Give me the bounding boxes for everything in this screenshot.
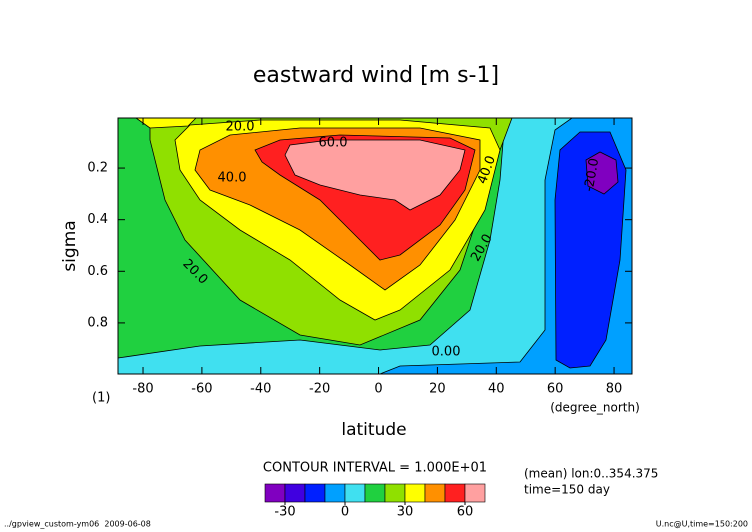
colorbar-tick-label: -30 — [274, 505, 295, 520]
plot-frame — [117, 117, 633, 375]
y-tick-label: 0.6 — [87, 264, 108, 279]
x-tick-label: 60 — [547, 382, 564, 397]
colorbar-bin — [444, 483, 466, 503]
contour-label: 0.00 — [432, 345, 461, 360]
colorbar-bin — [404, 483, 426, 503]
chart-title: eastward wind [m s-1] — [253, 63, 499, 88]
colorbar-bin — [364, 483, 386, 503]
footer-right: U.nc@U,time=150:200 — [656, 520, 748, 529]
x-tick-label: -20 — [309, 382, 330, 397]
x-tick-label: -60 — [191, 382, 212, 397]
colorbar-bin — [384, 483, 406, 503]
contour-region — [554, 131, 627, 369]
colorbar-tick-label: 0 — [341, 505, 349, 520]
footer-left: ../gpview_custom-ym06 2009-06-08 — [4, 520, 151, 529]
contour-interval: CONTOUR INTERVAL = 1.000E+01 — [263, 461, 487, 476]
contour-label: 40.0 — [218, 171, 247, 186]
colorbar-tick-label: 60 — [457, 505, 474, 520]
colorbar-bin — [284, 483, 306, 503]
contour-label: -20.0 — [582, 157, 603, 193]
x-tick-label: -40 — [250, 382, 271, 397]
contour-label: 60.0 — [319, 136, 348, 151]
contour-region — [585, 151, 619, 195]
x-units: (degree_north) — [550, 401, 640, 415]
y-tick-label: 0.2 — [87, 161, 108, 176]
y-tick-label: 0.4 — [87, 212, 108, 227]
x-tick-label: 20 — [429, 382, 446, 397]
colorbar-bin — [264, 483, 286, 503]
colorbar-bin — [464, 483, 486, 503]
contour-region — [284, 139, 466, 211]
colorbar-bin — [424, 483, 446, 503]
x-axis-label: latitude — [341, 420, 406, 440]
y-tick-label: 0.8 — [87, 315, 108, 330]
x-tick-label: 0 — [374, 382, 382, 397]
x-tick-label: -80 — [132, 382, 153, 397]
colorbar-bin — [324, 483, 346, 503]
colorbar-bin — [304, 483, 326, 503]
panel-label: (1) — [92, 391, 110, 406]
note: (mean) lon:0..354.375 — [524, 467, 658, 481]
x-tick-label: 40 — [488, 382, 505, 397]
colorbar-tick-label: 30 — [397, 505, 414, 520]
x-tick-label: 80 — [606, 382, 623, 397]
contour-label: 20.0 — [226, 120, 255, 135]
note: time=150 day — [524, 483, 610, 497]
colorbar-bin — [344, 483, 366, 503]
contour-field — [117, 117, 633, 375]
y-axis-label: sigma — [60, 220, 80, 271]
